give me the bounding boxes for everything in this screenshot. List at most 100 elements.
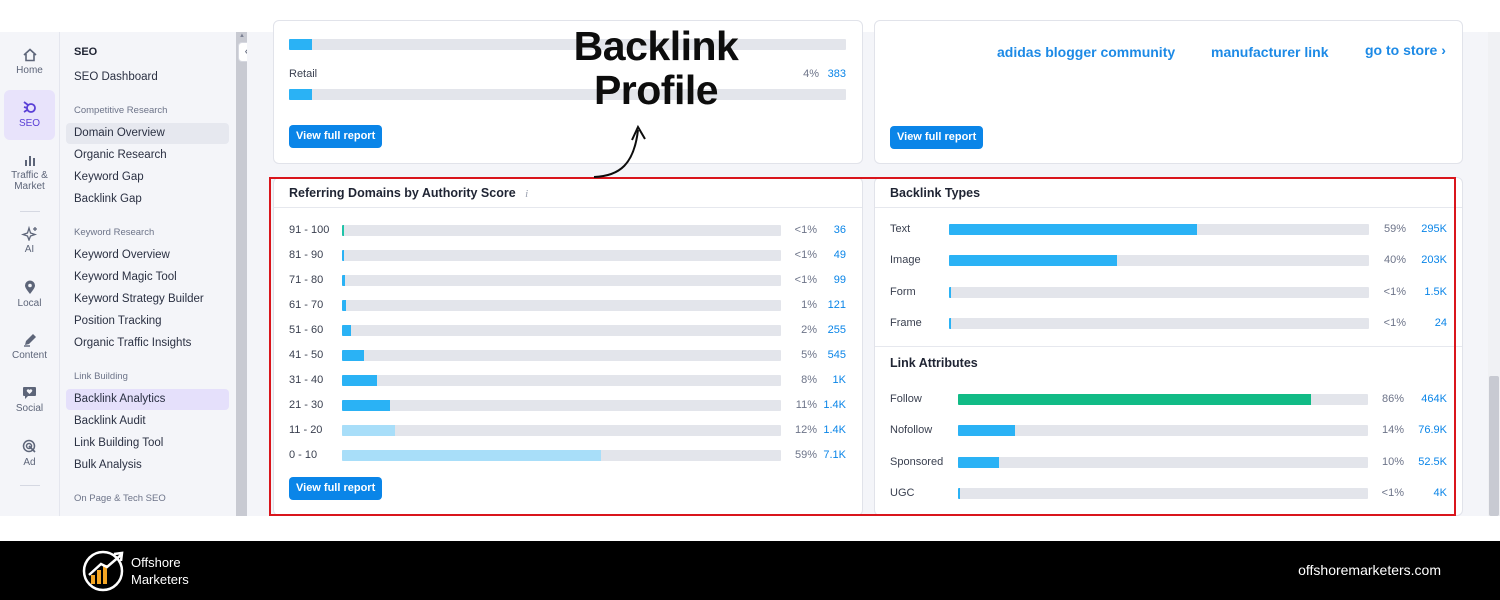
row-value-link[interactable]: 1.4K [823, 424, 846, 436]
rail-social[interactable]: Social [4, 376, 55, 424]
sidebar-item-position-tracking[interactable]: Position Tracking [74, 315, 162, 327]
bar-track [342, 275, 781, 286]
rail-home[interactable]: Home [4, 38, 55, 86]
footer-website[interactable]: offshoremarketers.com [1298, 562, 1441, 578]
row-value-link[interactable]: 24 [1434, 316, 1447, 329]
sidebar-item-link-building-tool[interactable]: Link Building Tool [74, 437, 164, 449]
offshore-marketers-logo-icon [82, 550, 124, 592]
row-value-link[interactable]: 49 [833, 249, 846, 261]
row-label: Text [890, 223, 911, 235]
card-divider [875, 207, 1462, 208]
view-full-report-button[interactable]: View full report [289, 125, 383, 148]
row-value-link[interactable]: 545 [827, 349, 846, 361]
sidebar-item-bulk-analysis[interactable]: Bulk Analysis [74, 459, 142, 471]
bar-track [342, 300, 781, 311]
rail-ad[interactable]: Ad [4, 429, 55, 477]
sidebar-item-seo-dashboard[interactable]: SEO Dashboard [74, 71, 158, 83]
row-value-link[interactable]: 1K [832, 374, 846, 386]
row-value-link[interactable]: 4K [1433, 486, 1447, 499]
row-percent: 8% [801, 374, 817, 386]
row-percent: <1% [1383, 316, 1406, 329]
bar-track [342, 375, 781, 386]
sidebar-item-domain-overview[interactable]: Domain Overview [66, 123, 229, 144]
backlink-types-title: Backlink Types [890, 186, 981, 200]
row-percent: <1% [794, 249, 817, 261]
rail-ai[interactable]: AI [4, 216, 55, 264]
main-scrollbar[interactable] [1488, 32, 1500, 516]
bar-fill [342, 450, 601, 461]
rail-traffic-market[interactable]: Traffic & Market [4, 144, 55, 202]
sidebar-item-backlink-analytics[interactable]: Backlink Analytics [66, 389, 229, 410]
retail-label: Retail [289, 68, 318, 80]
sidebar-item-keyword-strategy-builder[interactable]: Keyword Strategy Builder [74, 293, 204, 305]
rail-local[interactable]: Local [4, 270, 55, 318]
rail-ai-label: AI [24, 244, 35, 255]
annotation-title-line: Profile [593, 67, 719, 113]
row-value-link[interactable]: 52.5K [1418, 455, 1447, 468]
info-icon[interactable]: i [525, 188, 529, 200]
bar-fill [958, 456, 999, 468]
footer-brand-line: Marketers [131, 572, 189, 587]
sidebar-item-organic-research[interactable]: Organic Research [74, 149, 167, 161]
row-value-link[interactable]: 36 [833, 224, 846, 236]
row-label: 71 - 80 [289, 274, 324, 286]
retail-value-link[interactable]: 383 [827, 68, 846, 80]
sidebar-item-keyword-magic-tool[interactable]: Keyword Magic Tool [74, 271, 177, 283]
row-value-link[interactable]: 99 [833, 274, 846, 286]
row-label: Frame [890, 316, 922, 329]
row-label: 81 - 90 [289, 249, 324, 261]
row-label: 31 - 40 [289, 374, 324, 386]
retail-pct: 4% [803, 68, 819, 80]
sidebar-item-backlink-gap[interactable]: Backlink Gap [74, 193, 142, 205]
sidebar-item-backlink-audit[interactable]: Backlink Audit [74, 415, 146, 427]
rail-seo[interactable]: SEO [4, 90, 55, 140]
row-percent: 1% [801, 299, 817, 311]
scrollbar-thumb[interactable] [1489, 376, 1499, 516]
anchor-link[interactable]: adidas blogger community [997, 44, 1176, 60]
card-divider [274, 207, 862, 208]
sparkle-icon [20, 226, 37, 241]
sidebar-title: SEO [74, 46, 98, 58]
bar-fill [342, 325, 351, 336]
rail-social-label: Social [15, 403, 44, 414]
row-value-link[interactable]: 295K [1421, 223, 1447, 235]
row-value-link[interactable]: 7.1K [823, 449, 846, 461]
anchor-link[interactable]: go to store › [1365, 42, 1446, 58]
bar-track [342, 325, 781, 336]
row-value-link[interactable]: 76.9K [1418, 424, 1447, 437]
bar-fill [949, 317, 951, 329]
row-percent: 86% [1381, 393, 1404, 405]
sidebar-item-keyword-gap[interactable]: Keyword Gap [74, 171, 144, 183]
bar-track [342, 225, 781, 236]
product-rail: Home SEO Traffic & Market AI Local Conte… [0, 32, 60, 516]
bar-track [342, 450, 781, 461]
rail-seo-label: SEO [18, 118, 41, 129]
scroll-up-arrow-icon[interactable]: ▲ [239, 33, 245, 39]
bar-fill [342, 400, 390, 411]
row-value-link[interactable]: 1.4K [823, 399, 846, 411]
row-value-link[interactable]: 203K [1421, 254, 1447, 267]
sidebar-scrollbar[interactable] [236, 32, 247, 516]
row-percent: 10% [1381, 455, 1404, 468]
row-label: 41 - 50 [289, 349, 324, 361]
rail-local-label: Local [17, 298, 42, 309]
row-value-link[interactable]: 464K [1421, 393, 1447, 405]
bar-fill [342, 250, 344, 261]
rail-content[interactable]: Content [4, 323, 55, 371]
pen-icon [23, 334, 36, 347]
row-percent: 59% [1383, 223, 1406, 235]
row-percent: <1% [794, 224, 817, 236]
sidebar-item-keyword-overview[interactable]: Keyword Overview [74, 249, 170, 261]
row-value-link[interactable]: 1.5K [1424, 285, 1447, 298]
row-value-link[interactable]: 121 [827, 299, 846, 311]
anchor-link[interactable]: manufacturer link [1211, 44, 1329, 60]
sidebar-item-organic-traffic-insights[interactable]: Organic Traffic Insights [74, 337, 192, 349]
target-icon [22, 439, 36, 453]
rail-separator [20, 211, 40, 212]
view-full-report-button[interactable]: View full report [890, 126, 984, 149]
bar-fill [949, 224, 1197, 235]
bar-fill [342, 350, 364, 361]
row-value-link[interactable]: 255 [827, 324, 846, 336]
footer-brand-line: Offshore [131, 555, 181, 570]
view-full-report-button[interactable]: View full report [289, 477, 383, 500]
